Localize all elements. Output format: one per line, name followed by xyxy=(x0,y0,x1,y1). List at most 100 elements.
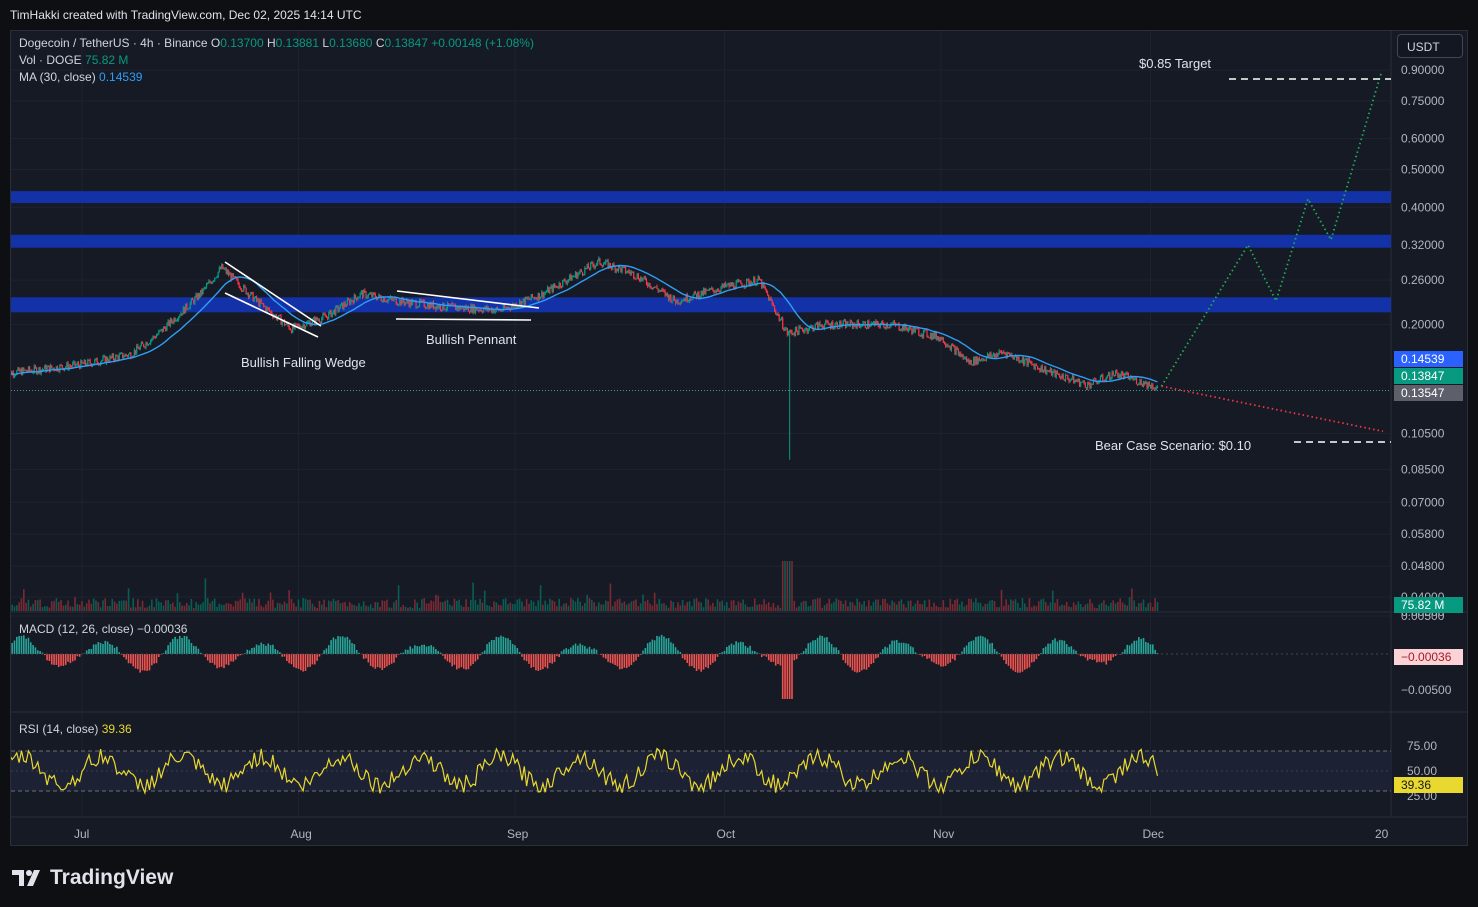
candle-body xyxy=(583,274,585,276)
candle-body xyxy=(176,319,179,321)
candle-body xyxy=(534,297,536,299)
candle-body xyxy=(81,360,83,363)
candle-body xyxy=(1012,357,1014,360)
candle-body xyxy=(553,284,556,287)
macd-bar xyxy=(474,654,477,662)
macd-bar xyxy=(460,654,463,668)
macd-bar xyxy=(146,654,148,671)
macd-bar xyxy=(753,651,756,654)
macd-bar xyxy=(67,654,69,662)
candle-body xyxy=(662,289,664,291)
candle-body xyxy=(315,317,317,324)
candle-body xyxy=(1052,371,1054,376)
candle-body xyxy=(594,265,596,268)
candle-body xyxy=(194,297,196,304)
macd-bar xyxy=(756,652,758,654)
candle-body xyxy=(885,324,887,329)
volume-bar xyxy=(353,605,356,611)
volume-bar xyxy=(774,607,777,611)
candle-body xyxy=(406,299,408,303)
macd-bar xyxy=(155,654,158,664)
candle-body xyxy=(1077,378,1079,382)
candle-body xyxy=(811,325,813,327)
volume-bar xyxy=(1061,604,1063,611)
volume-bar xyxy=(556,606,558,611)
candle-body xyxy=(204,287,206,289)
candle-body xyxy=(943,342,946,345)
candle-body xyxy=(778,314,780,321)
rsi-line xyxy=(4,747,1159,795)
candle-body xyxy=(936,337,939,340)
volume-bar xyxy=(730,600,733,611)
macd-bar xyxy=(1133,640,1135,654)
candle-body xyxy=(934,332,936,338)
macd-bar xyxy=(351,643,353,654)
candle-body xyxy=(124,354,126,357)
price-tick-label: 0.40000 xyxy=(1401,200,1445,214)
macd-bar xyxy=(982,636,984,654)
candle-body xyxy=(886,324,889,328)
volume-bar xyxy=(176,593,179,611)
candle-body xyxy=(1145,381,1147,385)
volume-bar xyxy=(767,602,770,611)
candle-body xyxy=(722,284,724,287)
candle-body xyxy=(1113,375,1116,377)
candle-body xyxy=(269,311,272,313)
macd-bar xyxy=(55,654,58,665)
candle-body xyxy=(257,299,259,301)
candle-body xyxy=(1055,371,1057,377)
candle-body xyxy=(1152,384,1154,389)
candle-body xyxy=(218,267,220,272)
candle-body xyxy=(94,359,96,364)
currency-button[interactable]: USDT xyxy=(1397,34,1463,58)
candle-body xyxy=(560,286,563,288)
macd-bar xyxy=(407,649,409,654)
candle-body xyxy=(516,306,518,308)
macd-bar xyxy=(1030,654,1033,663)
volume-bar xyxy=(737,601,740,611)
candle-body xyxy=(900,330,903,332)
candle-body xyxy=(286,322,288,325)
macd-bar xyxy=(293,654,295,668)
chart-container[interactable]: 0.90000 0.75000 0.60000 0.50000 0.40000 0.320… xyxy=(4,30,1468,846)
candle-body xyxy=(697,292,699,298)
candle-body xyxy=(153,336,155,338)
tradingview-footer[interactable]: TradingView xyxy=(12,866,173,890)
macd-bar xyxy=(265,645,267,654)
macd-bar xyxy=(928,654,931,659)
candle-body xyxy=(925,329,927,331)
macd-bar xyxy=(646,643,649,654)
candle-body xyxy=(266,307,268,312)
macd-bar xyxy=(507,638,509,654)
volume-bar xyxy=(144,607,146,611)
candle-body xyxy=(1024,360,1026,365)
volume-bar xyxy=(1124,604,1126,611)
macd-bar xyxy=(614,654,616,666)
ma-price-badge-bg xyxy=(1394,351,1463,367)
volume-bar xyxy=(360,606,363,611)
candle-body xyxy=(456,306,458,310)
macd-bar xyxy=(1010,654,1012,669)
candle-body xyxy=(1053,370,1055,372)
price-tick-label: 0.90000 xyxy=(1401,63,1445,77)
candle-body xyxy=(837,328,840,330)
candle-body xyxy=(22,368,24,376)
macd-bar xyxy=(847,654,849,666)
candle-body xyxy=(718,289,720,291)
volume-bar xyxy=(95,600,97,611)
candle-body xyxy=(113,359,116,361)
candle-body xyxy=(933,333,935,338)
candle-body xyxy=(479,309,481,311)
macd-bar xyxy=(539,654,542,671)
chart-svg[interactable]: 0.900000.750000.600000.500000.400000.320… xyxy=(4,31,1467,845)
volume-bar xyxy=(642,594,644,611)
macd-bar xyxy=(230,654,232,662)
volume-bar xyxy=(141,600,144,611)
macd-bar xyxy=(185,636,188,654)
candle-body xyxy=(279,315,281,317)
candle-body xyxy=(1092,378,1095,385)
candle-body xyxy=(911,329,913,334)
macd-bar xyxy=(151,654,153,666)
candle-body xyxy=(1107,372,1110,377)
candle-body xyxy=(146,342,148,346)
